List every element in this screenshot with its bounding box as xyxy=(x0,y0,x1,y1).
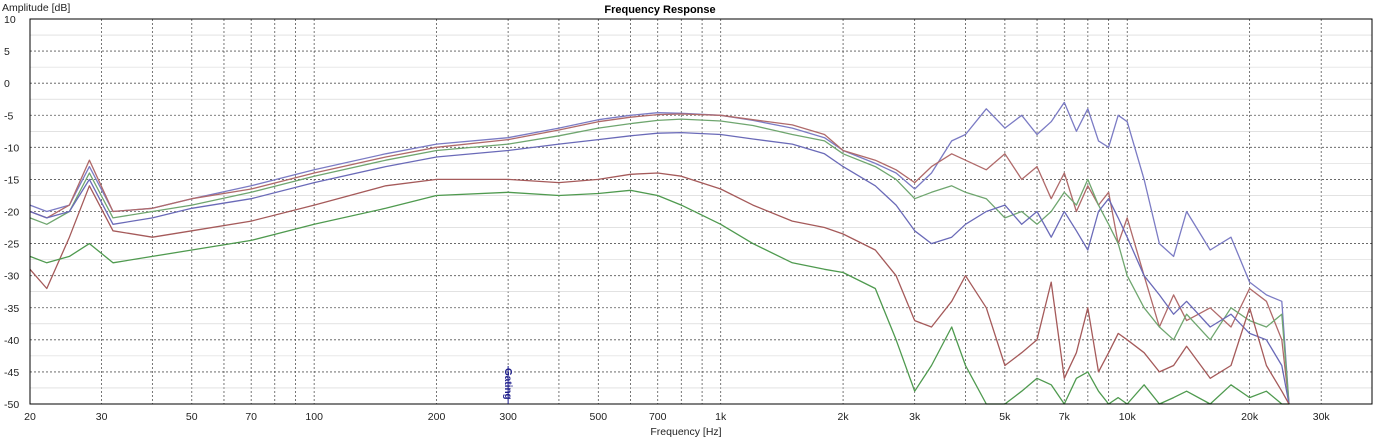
y-tick-label: -15 xyxy=(4,174,19,186)
gating-marker: Gating xyxy=(502,366,513,404)
y-tick-label: -10 xyxy=(4,142,19,154)
y-tick-label: -35 xyxy=(4,303,19,315)
y-axis-title: Amplitude [dB] xyxy=(2,2,70,14)
x-tick-label: 100 xyxy=(305,411,323,423)
x-tick-label: 30k xyxy=(1313,411,1331,423)
tick-labels: 20 30 50 70 100 200 300 500 700 1k 2k 3k 5k 7k 10k 20k 3… xyxy=(4,14,1330,423)
x-tick-label: 70 xyxy=(245,411,257,423)
series-line-6 xyxy=(29,189,1289,405)
y-tick-label: -50 xyxy=(4,399,19,411)
x-tick-label: 5k xyxy=(999,411,1011,423)
y-tick-label: -20 xyxy=(4,207,19,219)
y-tick-label: -40 xyxy=(4,335,19,347)
x-tick-label: 30 xyxy=(96,411,108,423)
y-tick-label: -5 xyxy=(4,110,13,122)
y-tick-label: -30 xyxy=(4,271,19,283)
y-tick-label: 10 xyxy=(4,14,16,26)
x-tick-label: 50 xyxy=(186,411,198,423)
series-line-1 xyxy=(29,101,1290,405)
series-line-4 xyxy=(29,131,1290,405)
x-tick-label: 700 xyxy=(649,411,667,423)
series-line-3 xyxy=(29,118,1290,405)
x-tick-label: 20k xyxy=(1241,411,1259,423)
x-tick-label: 10k xyxy=(1119,411,1137,423)
y-tick-label: 5 xyxy=(4,46,10,58)
y-tick-label: 0 xyxy=(4,78,10,90)
y-tick-label: -45 xyxy=(4,367,19,379)
gating-marker-label: Gating xyxy=(502,368,513,400)
series-line-2 xyxy=(29,113,1290,405)
series-lines xyxy=(29,101,1290,405)
y-tick-label: -25 xyxy=(4,239,19,251)
x-tick-label: 200 xyxy=(428,411,446,423)
series-line-5 xyxy=(29,172,1290,405)
chart-title: Frequency Response xyxy=(604,4,715,16)
x-tick-label: 500 xyxy=(590,411,608,423)
x-axis-title: Frequency [Hz] xyxy=(650,426,721,438)
x-tick-label: 7k xyxy=(1059,411,1071,423)
x-tick-label: 300 xyxy=(499,411,517,423)
plot-frame xyxy=(29,18,1373,405)
x-tick-label: 2k xyxy=(838,411,850,423)
x-tick-label: 1k xyxy=(715,411,727,423)
x-tick-label: 20 xyxy=(24,411,36,423)
x-tick-label: 3k xyxy=(909,411,921,423)
